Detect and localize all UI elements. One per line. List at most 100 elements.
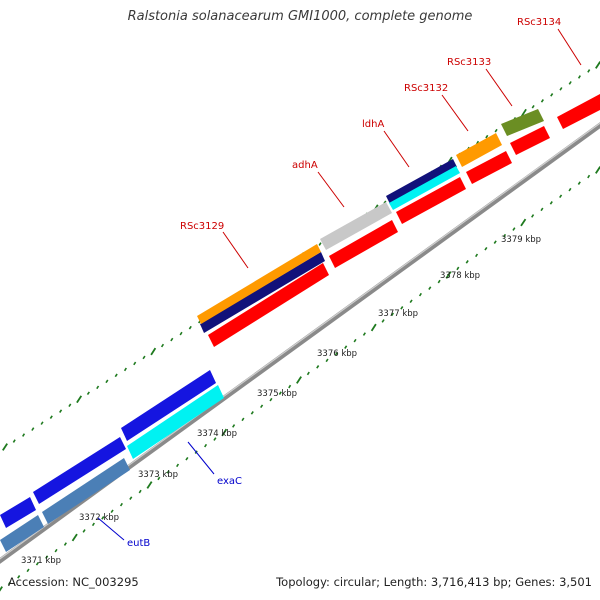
minor-tick [179, 331, 183, 336]
gene-arrow-cyan[interactable] [127, 385, 224, 459]
minor-tick [26, 568, 30, 573]
gene-label-adha[interactable]: adhA [292, 160, 318, 171]
ruler-label: 3374 kbp [197, 429, 237, 439]
callout-line-ldha [383, 130, 410, 168]
gene-arrow-steel-1[interactable] [0, 515, 44, 552]
callout-line-adha [317, 171, 345, 208]
gene-bar-silver-adha[interactable] [320, 202, 392, 250]
ruler-label: 3371 kbp [21, 556, 61, 566]
major-tick [221, 428, 228, 437]
major-tick [2, 443, 8, 451]
minor-tick [101, 516, 105, 520]
minor-tick [133, 361, 137, 366]
minor-tick [306, 371, 310, 376]
minor-tick [188, 325, 192, 330]
gene-arrow-red-adha[interactable] [329, 220, 398, 268]
gene-label-exac[interactable]: exaC [217, 476, 242, 487]
gene-bar-navy-1[interactable] [200, 252, 325, 333]
minor-tick [160, 343, 165, 348]
minor-tick [353, 338, 357, 343]
minor-tick [577, 181, 581, 185]
minor-tick [204, 443, 208, 448]
minor-tick [138, 489, 142, 494]
gene-arrow-red-rsc3134[interactable] [557, 94, 600, 129]
minor-tick [119, 502, 123, 507]
ruler-label: 3376 kbp [317, 349, 357, 359]
minor-tick [49, 415, 53, 419]
minor-tick [316, 365, 320, 369]
minor-tick [512, 227, 516, 231]
minor-tick [318, 242, 322, 246]
major-tick [445, 271, 452, 279]
ruler-label: 3372 kbp [79, 513, 119, 523]
gene-callouts [97, 28, 582, 541]
minor-tick [418, 292, 422, 297]
minor-tick [241, 417, 245, 422]
major-tick [150, 347, 157, 356]
gene-label-rsc3129[interactable]: RSc3129 [180, 221, 224, 232]
minor-tick [475, 253, 479, 258]
major-tick [520, 108, 527, 117]
minor-tick [428, 286, 432, 290]
major-tick [595, 166, 600, 174]
minor-tick [465, 260, 469, 264]
minor-tick [559, 194, 563, 199]
minor-tick [493, 240, 497, 244]
gene-arrow-steel-2[interactable] [42, 458, 130, 524]
minor-tick [7, 581, 11, 586]
callout-line-rsc3134 [557, 28, 582, 66]
major-tick [76, 395, 83, 404]
gene-bar-orange-1[interactable] [197, 244, 321, 324]
callout-line-rsc3133 [485, 68, 513, 107]
gene-arrow-blue-3[interactable] [121, 370, 216, 441]
minor-tick [400, 306, 404, 310]
gene-bar-navy-2[interactable] [386, 159, 457, 204]
gene-label-rsc3132[interactable]: RSc3132 [404, 83, 448, 94]
minor-tick [123, 367, 127, 372]
minor-tick [63, 542, 67, 546]
minor-tick [166, 470, 170, 474]
gene-labels: RSc3129 adhA ldhA RSc3132 RSc3133 RSc313… [127, 17, 561, 549]
minor-tick [559, 87, 563, 91]
gene-arrow-red-rsc3129[interactable] [208, 263, 329, 347]
gene-bar-olive-rsc3133[interactable] [501, 109, 544, 136]
ruler-label: 3379 kbp [501, 235, 541, 245]
minor-tick [45, 555, 49, 559]
gene-arrow-blue-1[interactable] [0, 497, 36, 528]
gene-bar-orange-rsc3132[interactable] [456, 133, 502, 167]
minor-tick [110, 509, 114, 514]
minor-tick [31, 427, 35, 431]
gene-arrow-red-ldha[interactable] [396, 177, 466, 224]
minor-tick [390, 312, 394, 317]
gene-label-rsc3133[interactable]: RSc3133 [447, 57, 491, 68]
minor-tick [96, 385, 100, 390]
gene-label-rsc3134[interactable]: RSc3134 [517, 17, 561, 28]
major-tick [0, 586, 3, 592]
minor-tick [142, 355, 146, 360]
minor-tick [568, 187, 572, 192]
callout-line-eutb [97, 517, 125, 541]
major-tick [146, 481, 153, 489]
gene-arrow-blue-2[interactable] [33, 437, 126, 504]
minor-tick [17, 575, 21, 579]
minor-tick [577, 75, 581, 79]
gene-arrow-red-rsc3133[interactable] [510, 126, 550, 155]
gene-label-eutb[interactable]: eutB [127, 538, 150, 549]
minor-tick [549, 201, 553, 205]
minor-tick [587, 174, 591, 179]
gene-features[interactable] [0, 94, 600, 552]
minor-tick [484, 246, 488, 251]
gene-label-ldha[interactable]: ldhA [362, 119, 384, 130]
tick-row-outer-bottom [0, 166, 600, 592]
minor-tick [129, 496, 133, 500]
gene-arrow-red-rsc3132[interactable] [466, 151, 512, 184]
genome-backbone [0, 122, 600, 564]
major-tick [370, 323, 377, 332]
genome-summary-text: Topology: circular; Length: 3,716,413 bp… [276, 575, 592, 589]
minor-tick [232, 424, 236, 428]
minor-tick [59, 409, 63, 413]
gene-bar-cyan-2[interactable] [389, 166, 460, 210]
minor-tick [260, 404, 264, 409]
